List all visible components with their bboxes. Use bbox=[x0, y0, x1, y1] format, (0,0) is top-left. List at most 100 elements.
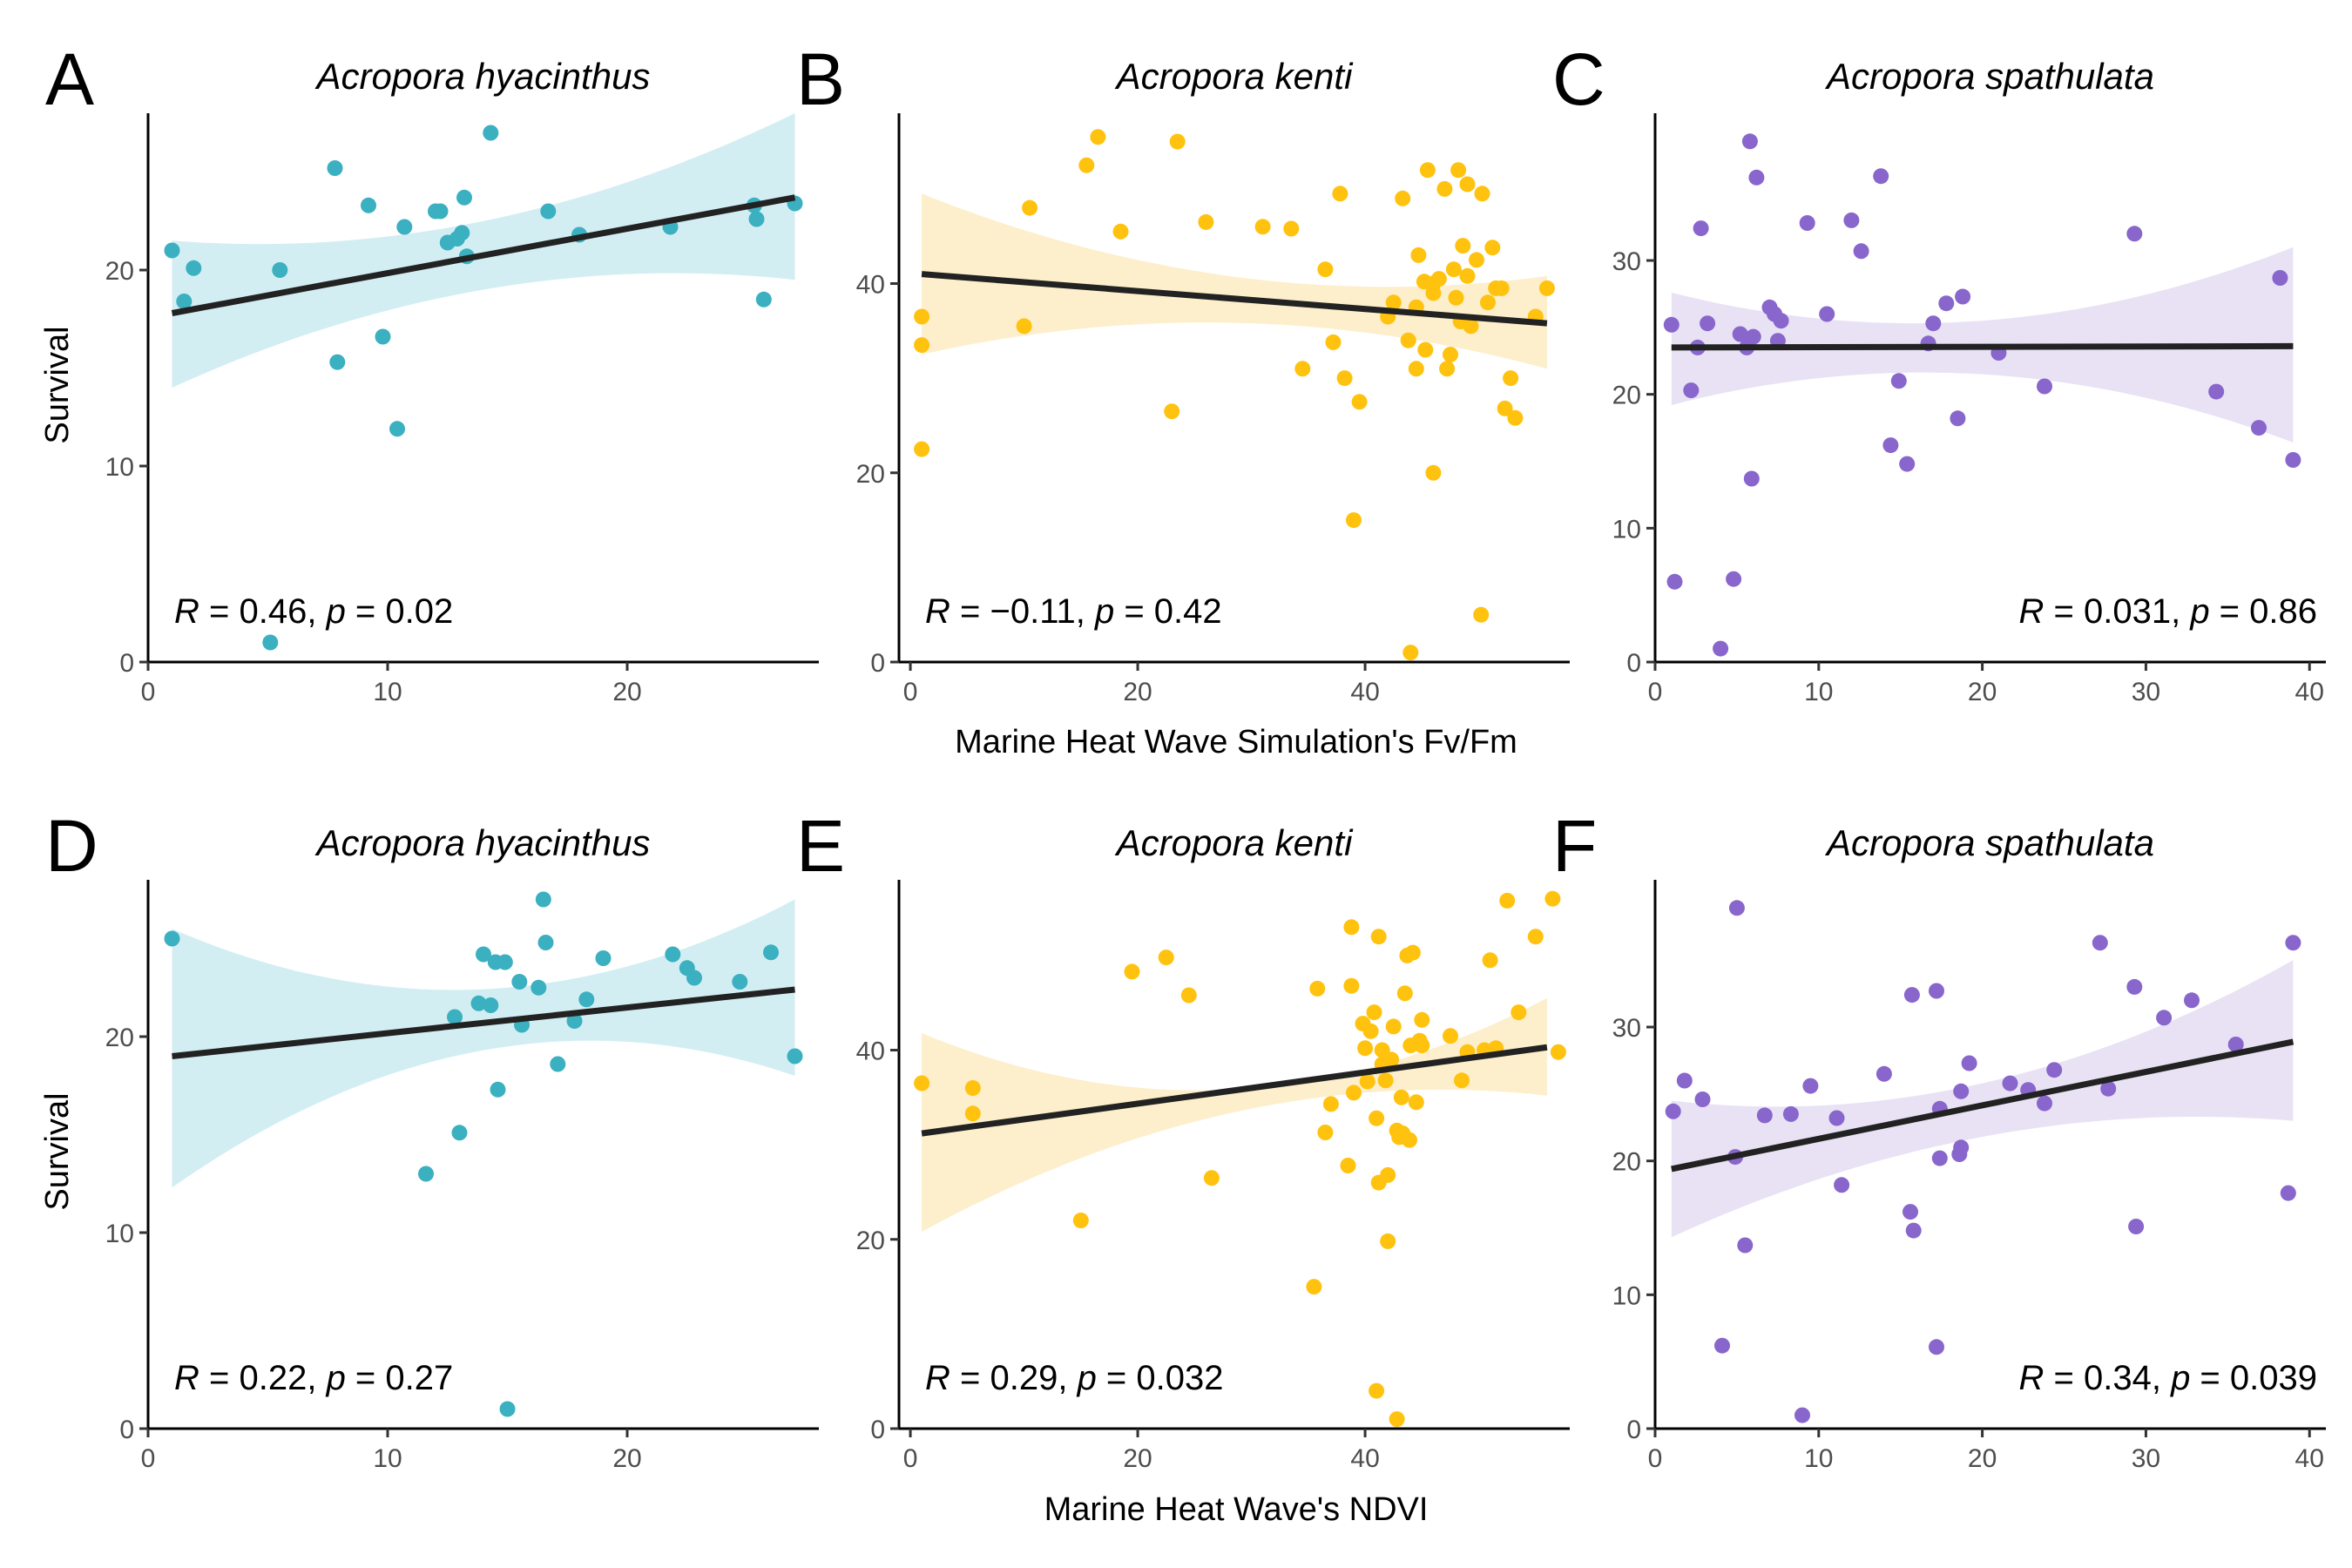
data-point bbox=[164, 242, 180, 259]
data-point bbox=[389, 421, 405, 437]
data-point bbox=[1283, 220, 1300, 237]
x-tick-label: 20 bbox=[1123, 1444, 1152, 1473]
data-point bbox=[1357, 1040, 1374, 1057]
data-point bbox=[490, 1081, 506, 1098]
data-point bbox=[1693, 220, 1709, 237]
data-point bbox=[262, 634, 279, 651]
data-point bbox=[1408, 361, 1424, 377]
data-point bbox=[1925, 315, 1942, 332]
data-point bbox=[1400, 332, 1416, 348]
data-point bbox=[499, 1401, 516, 1417]
data-point bbox=[1325, 334, 1342, 350]
panel-f: 0 10 20 30 40 0 10 20 30 Acropora spathulata F R = … bbox=[1552, 805, 2326, 1473]
stat-annotation: R = 0.031, p = 0.86 bbox=[2019, 592, 2318, 631]
data-point bbox=[1538, 280, 1555, 296]
x-tick-label: 10 bbox=[1804, 1444, 1833, 1473]
data-point bbox=[1417, 341, 1434, 358]
panel-letter: C bbox=[1552, 38, 1605, 120]
data-point bbox=[1459, 176, 1476, 193]
x-tick-label: 10 bbox=[373, 1444, 402, 1473]
regression-line bbox=[921, 271, 1548, 327]
data-point bbox=[1436, 180, 1453, 197]
data-point bbox=[914, 1075, 930, 1092]
data-point bbox=[1741, 133, 1758, 150]
data-point bbox=[1317, 1125, 1334, 1140]
data-point bbox=[2092, 935, 2108, 951]
panel-title: Acropora kenti bbox=[1114, 822, 1354, 863]
stat-annotation: R = 0.46, p = 0.02 bbox=[174, 592, 453, 631]
data-point bbox=[1454, 1072, 1470, 1089]
data-point bbox=[511, 974, 528, 990]
data-point bbox=[1366, 1004, 1382, 1021]
data-point bbox=[1950, 410, 1966, 427]
data-point bbox=[1169, 133, 1186, 150]
data-point bbox=[1306, 1279, 1322, 1295]
data-point bbox=[1380, 1233, 1396, 1249]
data-point bbox=[1782, 1105, 1799, 1122]
data-point bbox=[1726, 571, 1742, 587]
data-point bbox=[1203, 1170, 1220, 1186]
data-point bbox=[483, 125, 499, 141]
data-point bbox=[1499, 892, 1516, 909]
data-point bbox=[1929, 983, 1944, 999]
x-tick-label: 20 bbox=[1123, 678, 1152, 706]
data-point bbox=[1665, 1103, 1681, 1119]
y-tick-label: 0 bbox=[119, 1416, 134, 1444]
data-point bbox=[456, 189, 472, 206]
y-tick-label: 20 bbox=[856, 1227, 885, 1255]
data-point bbox=[1369, 1110, 1385, 1126]
panel-letter: B bbox=[796, 38, 845, 120]
data-point bbox=[1393, 1089, 1409, 1105]
panel-letter: E bbox=[796, 805, 845, 887]
data-point bbox=[1072, 1213, 1089, 1228]
data-point bbox=[1309, 980, 1326, 997]
data-point bbox=[914, 441, 930, 457]
data-point bbox=[1385, 294, 1402, 311]
data-point bbox=[1794, 1407, 1810, 1423]
data-point bbox=[1700, 315, 1716, 332]
data-point bbox=[1931, 1150, 1948, 1166]
data-point bbox=[1443, 1028, 1458, 1044]
x-tick-label: 10 bbox=[1804, 678, 1833, 706]
data-point bbox=[1474, 186, 1490, 202]
y-tick-label: 40 bbox=[856, 1037, 885, 1066]
data-point bbox=[1694, 1092, 1711, 1107]
data-point bbox=[497, 954, 513, 970]
data-point bbox=[1362, 1023, 1379, 1039]
data-point bbox=[550, 1056, 566, 1072]
data-point bbox=[1713, 640, 1729, 657]
data-point bbox=[2285, 935, 2301, 951]
data-point bbox=[1714, 1337, 1730, 1354]
data-point bbox=[186, 260, 202, 276]
data-point bbox=[396, 219, 413, 235]
y-tick-label: 20 bbox=[856, 460, 885, 489]
data-point bbox=[2208, 383, 2225, 400]
data-point bbox=[483, 997, 499, 1013]
data-point bbox=[2037, 1095, 2052, 1112]
x-tick-label: 20 bbox=[612, 678, 641, 706]
data-point bbox=[964, 1105, 981, 1122]
data-point bbox=[540, 203, 557, 220]
x-tick-label: 10 bbox=[373, 678, 402, 706]
regression-line bbox=[172, 986, 795, 1059]
data-point bbox=[476, 946, 491, 963]
stat-annotation: R = 0.22, p = 0.27 bbox=[174, 1359, 453, 1397]
data-point bbox=[418, 1166, 434, 1182]
confidence-band bbox=[922, 193, 1547, 369]
data-point bbox=[2227, 1037, 2244, 1052]
data-point bbox=[432, 203, 449, 220]
data-point bbox=[1439, 361, 1456, 377]
data-point bbox=[1112, 223, 1129, 240]
data-point bbox=[1343, 919, 1360, 936]
data-point bbox=[1511, 1004, 1527, 1021]
data-point bbox=[1425, 285, 1442, 301]
y-tick-label: 0 bbox=[870, 1416, 885, 1444]
y-tick-label: 0 bbox=[1626, 1416, 1641, 1444]
data-point bbox=[1828, 1110, 1845, 1126]
data-point bbox=[1377, 1072, 1394, 1089]
data-point bbox=[1929, 1339, 1944, 1355]
data-point bbox=[1550, 1044, 1566, 1060]
data-point bbox=[1544, 890, 1561, 907]
data-point bbox=[1425, 464, 1442, 481]
